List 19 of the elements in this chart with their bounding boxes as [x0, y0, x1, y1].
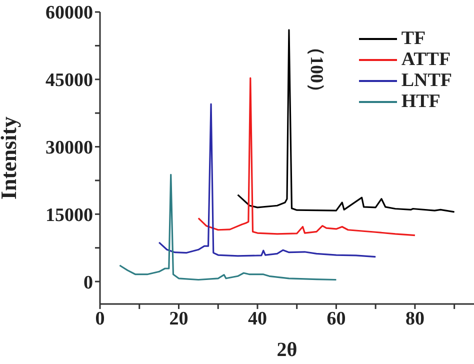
line-series	[118, 174, 338, 281]
y-tick-label: 45000	[46, 70, 93, 92]
legend-label: HTF	[401, 90, 440, 112]
line-series	[158, 103, 376, 258]
y-tick-label: 30000	[46, 138, 93, 159]
y-tick-label: 0	[84, 272, 93, 294]
legend-label: TF	[401, 28, 426, 50]
legend-label: LNTF	[401, 70, 452, 92]
y-tick-label: 15000	[46, 204, 93, 226]
x-tick-label: 40	[248, 308, 267, 330]
x-tick-label: 20	[169, 308, 188, 330]
y-axis-title: Intensity	[0, 116, 21, 200]
x-tick-label: 60	[326, 308, 346, 330]
x-tick-label: 80	[405, 308, 424, 330]
y-tick-label: 60000	[46, 2, 93, 24]
annotation: （100）	[306, 38, 327, 101]
legend-label: ATTF	[401, 48, 451, 70]
line-series	[236, 29, 456, 213]
x-axis-title: 2θ	[276, 339, 298, 361]
